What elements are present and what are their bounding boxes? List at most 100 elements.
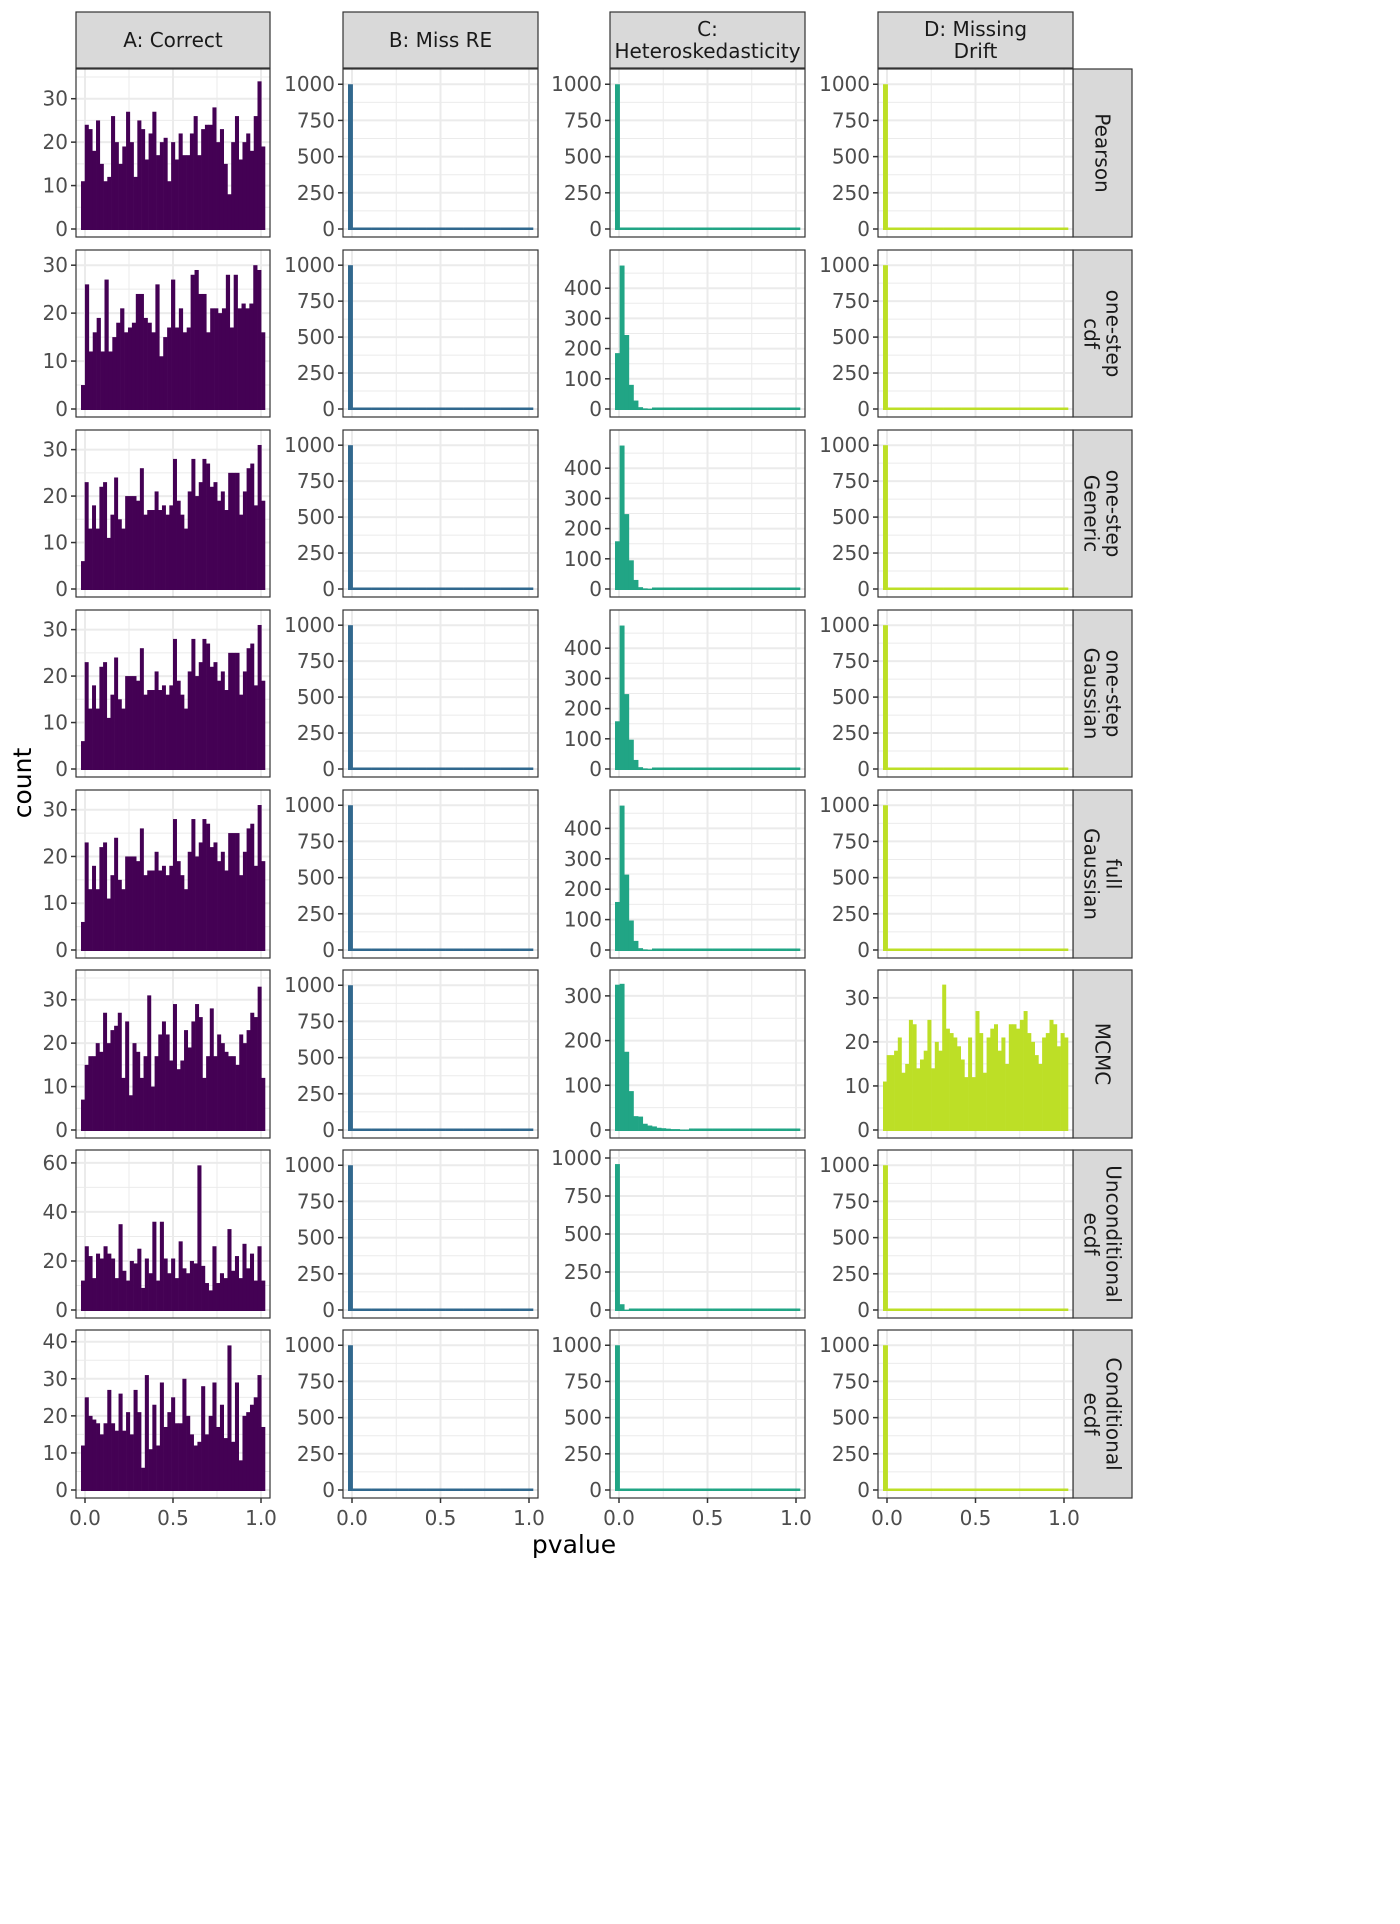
histogram-bar	[1040, 1488, 1046, 1491]
y-tick-label: 0	[857, 217, 870, 241]
histogram-bar	[952, 767, 958, 770]
histogram-bar	[910, 587, 916, 590]
histogram-bar	[221, 308, 227, 410]
y-tick-label: 30	[845, 986, 870, 1010]
histogram-bar	[486, 1308, 492, 1311]
histogram-bar	[152, 1221, 157, 1311]
histogram-bar	[698, 1128, 704, 1131]
histogram-bar	[665, 1488, 671, 1491]
y-tick-label: 500	[832, 1226, 870, 1250]
histogram-bar	[647, 408, 653, 410]
row-strip-label: one-step	[1102, 650, 1126, 738]
histogram-bar	[431, 948, 437, 951]
histogram-bar	[107, 176, 112, 230]
histogram-bar	[161, 685, 166, 770]
histogram-bar	[239, 514, 244, 590]
histogram-bar	[426, 1488, 432, 1491]
histogram-bar	[463, 227, 469, 230]
y-tick-label: 10	[43, 891, 68, 915]
histogram-bar	[670, 1308, 676, 1311]
histogram-bar	[887, 227, 893, 230]
histogram-bar	[242, 142, 247, 230]
histogram-bar	[1049, 1308, 1055, 1311]
histogram-bar	[505, 767, 511, 770]
column-strip-label: D: Missing	[924, 17, 1027, 41]
histogram-bar	[389, 1308, 395, 1311]
histogram-bar	[143, 694, 148, 770]
histogram-bar	[1026, 948, 1032, 951]
histogram-bar	[952, 1308, 958, 1311]
y-tick-label: 250	[297, 361, 335, 385]
histogram-bar	[249, 150, 255, 230]
histogram-bar	[242, 1415, 247, 1491]
histogram-bar	[929, 767, 935, 770]
histogram-bar	[182, 332, 188, 410]
histogram-bar	[100, 351, 105, 410]
x-tick-label: 0.0	[871, 1506, 903, 1530]
histogram-bar	[647, 1488, 653, 1491]
histogram-bar	[431, 1128, 437, 1131]
histogram-bar	[901, 1308, 907, 1311]
histogram-bar	[980, 1488, 986, 1491]
histogram-bar	[454, 1128, 460, 1131]
y-tick-label: 100	[564, 547, 602, 571]
histogram-bar	[472, 948, 478, 951]
histogram-bar	[463, 1128, 469, 1131]
histogram-bar	[980, 1308, 986, 1311]
histogram-bar	[514, 587, 520, 590]
histogram-bar	[998, 1488, 1004, 1491]
histogram-bar	[398, 1488, 404, 1491]
histogram-bar	[496, 1308, 501, 1311]
histogram-bar	[385, 1308, 390, 1311]
histogram-bar	[250, 823, 255, 951]
histogram-bar	[155, 284, 160, 410]
histogram-bar	[615, 541, 620, 590]
histogram-bar	[947, 227, 953, 230]
histogram-bar	[147, 995, 152, 1131]
y-tick-label: 300	[564, 306, 602, 330]
y-tick-label: 20	[43, 1404, 68, 1428]
histogram-bar	[772, 1128, 778, 1131]
histogram-bar	[389, 767, 395, 770]
histogram-bar	[624, 1051, 630, 1131]
y-tick-label: 750	[297, 289, 335, 313]
histogram-bar	[158, 690, 163, 770]
histogram-bar	[482, 767, 488, 770]
histogram-bar	[1035, 1308, 1041, 1311]
histogram-bar	[449, 948, 455, 951]
y-tick-label: 1000	[819, 72, 870, 96]
y-tick-label: 750	[832, 469, 870, 493]
histogram-bar	[241, 303, 246, 410]
y-tick-label: 300	[564, 486, 602, 510]
histogram-bar	[1026, 227, 1032, 230]
histogram-bar	[496, 767, 501, 770]
y-tick-label: 100	[564, 908, 602, 932]
histogram-bar	[190, 274, 195, 410]
histogram-bar	[128, 676, 133, 770]
histogram-bar	[176, 861, 181, 951]
histogram-bar	[998, 948, 1004, 951]
histogram-bar	[186, 155, 191, 230]
histogram-bar	[753, 767, 759, 770]
histogram-bar	[519, 1128, 525, 1131]
histogram-bar	[753, 1128, 759, 1131]
histogram-bar	[242, 1243, 247, 1311]
histogram-bar	[763, 1128, 768, 1131]
histogram-bar	[468, 948, 474, 951]
histogram-bar	[422, 1128, 427, 1131]
histogram-bar	[253, 1280, 258, 1311]
histogram-bar	[131, 322, 137, 410]
histogram-bar	[242, 491, 247, 590]
histogram-bar	[184, 889, 189, 951]
y-tick-label: 500	[297, 325, 335, 349]
histogram-bar	[147, 510, 152, 590]
histogram-bar	[905, 1063, 910, 1131]
histogram-bar	[749, 407, 755, 410]
histogram-bar	[195, 1004, 200, 1131]
y-tick-label: 750	[832, 1189, 870, 1213]
histogram-bar	[152, 1404, 157, 1491]
histogram-bar	[426, 767, 432, 770]
histogram-bar	[385, 587, 390, 590]
